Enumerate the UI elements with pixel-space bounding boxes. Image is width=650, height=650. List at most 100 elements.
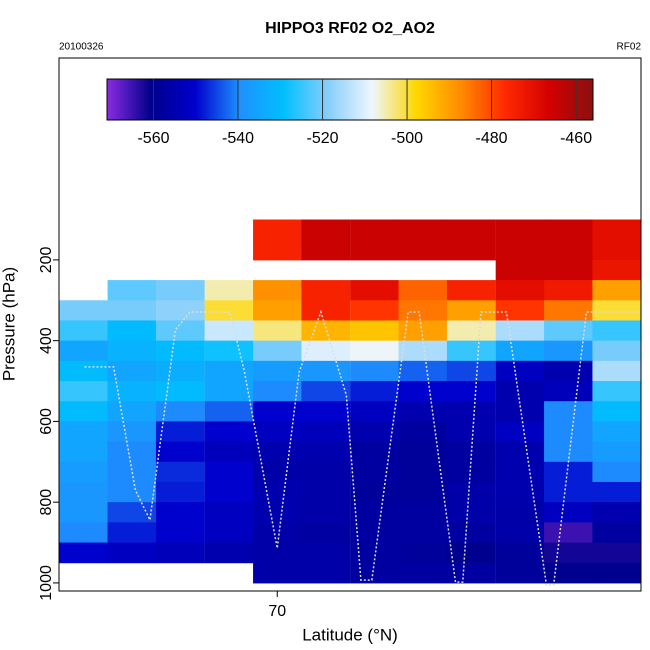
heat-cell (253, 502, 302, 523)
colorbar-tick-label: -560 (137, 130, 169, 147)
heat-cell (155, 280, 205, 301)
heat-cell (592, 562, 642, 584)
heat-cell (544, 441, 593, 463)
heat-cell (398, 239, 448, 261)
heat-cell (253, 481, 302, 503)
heat-cell (107, 481, 157, 503)
heat-cell (592, 320, 642, 342)
heat-cell (350, 461, 400, 483)
heat-cell (446, 522, 496, 544)
heat-cell (592, 441, 642, 463)
heat-cell (107, 441, 157, 463)
heat-cell (107, 280, 157, 301)
heat-cell (495, 421, 545, 443)
heat-cell (59, 502, 109, 523)
heat-cell (495, 502, 545, 523)
heat-cell (253, 542, 302, 564)
heat-cell (544, 320, 593, 342)
heat-cell (495, 219, 545, 241)
heat-cell (301, 300, 351, 321)
heat-cell (253, 381, 302, 402)
heat-cell (204, 340, 254, 362)
heat-cell (107, 461, 157, 483)
heat-cell (155, 300, 205, 321)
heat-cell (592, 259, 642, 281)
heat-cell (301, 360, 351, 382)
heat-cell (301, 280, 351, 301)
colorbar-tick-label: -500 (391, 130, 423, 147)
heat-cell (155, 381, 205, 402)
heat-cell (446, 562, 496, 584)
heat-cell (59, 522, 109, 544)
heat-cell (544, 381, 593, 402)
heat-cell (301, 381, 351, 402)
heat-cell (398, 280, 448, 301)
heat-cell (446, 421, 496, 443)
heat-cell (253, 320, 302, 342)
heat-cell (544, 461, 593, 483)
heat-cell (592, 300, 642, 321)
heat-cell (107, 421, 157, 443)
x-axis-label: Latitude (°N) (302, 625, 398, 644)
heat-cell (592, 481, 642, 503)
heat-cell (446, 481, 496, 503)
heat-cell (544, 219, 593, 241)
heat-cell (446, 280, 496, 301)
heat-cell (350, 239, 400, 261)
heat-cell (446, 360, 496, 382)
heat-cell (495, 522, 545, 544)
date-label: 20100326 (59, 42, 104, 53)
heat-cell (155, 401, 205, 422)
heat-cell (59, 542, 109, 564)
heat-cell (544, 360, 593, 382)
heat-cell (398, 522, 448, 544)
heat-cell (155, 340, 205, 362)
heat-cell (107, 522, 157, 544)
heat-cell (350, 441, 400, 463)
heat-cell (350, 522, 400, 544)
heat-cell (398, 441, 448, 463)
heat-cell (253, 461, 302, 483)
heat-cell (204, 300, 254, 321)
heat-cell (495, 259, 545, 281)
heat-cell (398, 542, 448, 564)
heat-cell (446, 441, 496, 463)
heat-cell (495, 239, 545, 261)
heat-cell (398, 481, 448, 503)
heat-cell (544, 259, 593, 281)
chart-title: HIPPO3 RF02 O2_AO2 (265, 20, 435, 37)
heat-cell (155, 441, 205, 463)
heat-cell (59, 461, 109, 483)
heat-cell (107, 381, 157, 402)
heat-cell (446, 502, 496, 523)
heat-cell (204, 401, 254, 422)
heat-cell (398, 502, 448, 523)
heat-cell (495, 562, 545, 584)
heat-cell (446, 542, 496, 564)
heat-cell (446, 320, 496, 342)
heat-cell (495, 401, 545, 422)
heat-cell (155, 320, 205, 342)
heat-cell (301, 401, 351, 422)
heat-cell (398, 360, 448, 382)
heat-cell (544, 340, 593, 362)
heat-cell (398, 401, 448, 422)
heat-cell (59, 481, 109, 503)
heat-cell (350, 340, 400, 362)
heat-cell (350, 381, 400, 402)
heat-cell (592, 340, 642, 362)
heat-cell (592, 219, 642, 241)
heat-cell (204, 381, 254, 402)
heat-cell (301, 502, 351, 523)
heat-cell (398, 421, 448, 443)
heat-cell (301, 461, 351, 483)
heat-cell (253, 421, 302, 443)
heat-cell (107, 320, 157, 342)
heat-cell (350, 280, 400, 301)
heat-cell (544, 280, 593, 301)
heat-cell (204, 522, 254, 544)
heat-cell (155, 421, 205, 443)
heat-cell (59, 360, 109, 382)
heat-cell (59, 340, 109, 362)
heat-cell (592, 502, 642, 523)
